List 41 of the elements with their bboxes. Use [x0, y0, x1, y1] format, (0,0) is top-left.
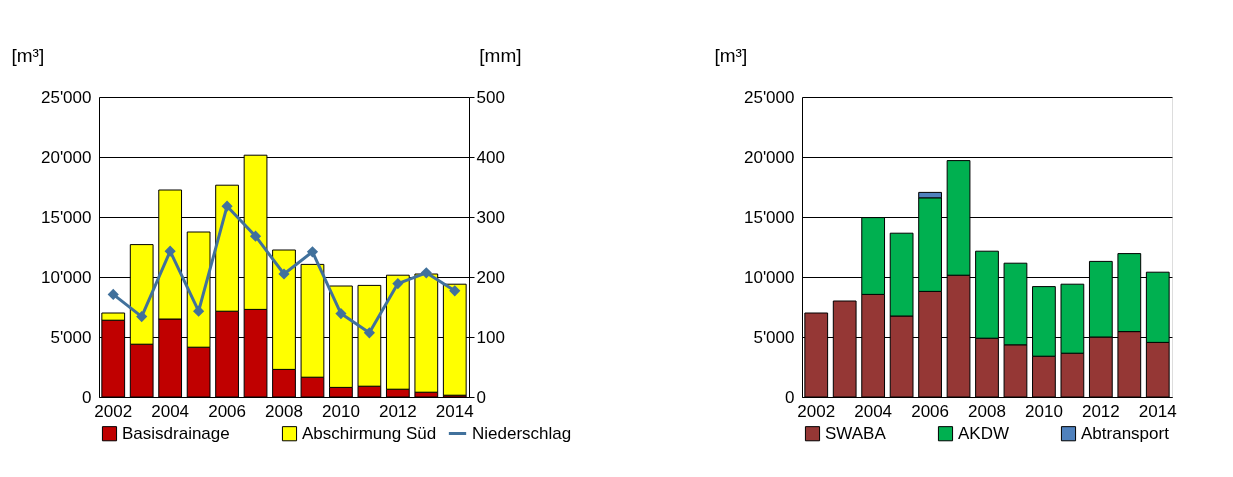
x-tick-label: 2006: [208, 401, 246, 421]
legend-label: Abtransport: [1081, 423, 1170, 443]
x-tick-label: 2004: [151, 401, 190, 421]
y-tick-label: 5'000: [753, 327, 795, 347]
y-tick-label: 5'000: [50, 327, 92, 347]
legend-label: Abschirmung Süd: [302, 423, 437, 443]
x-tick-label: 2014: [435, 401, 474, 421]
x-tick-label: 2008: [265, 401, 303, 421]
x-tick-label: 2014: [1138, 401, 1177, 421]
y-tick-label: 10'000: [40, 267, 92, 287]
legend-label: Basisdrainage: [122, 423, 230, 443]
legend-label: Niederschlag: [472, 423, 572, 443]
y2-tick-label: 0: [476, 387, 486, 407]
y2-tick-label: 500: [476, 87, 505, 107]
y-tick-label: 25'000: [40, 87, 92, 107]
y-tick-label: 15'000: [743, 207, 795, 227]
x-tick-label: 2010: [322, 401, 360, 421]
y-tick-label: 25'000: [743, 87, 795, 107]
y2-axis-title: [mm]: [479, 44, 522, 66]
x-tick-label: 2012: [378, 401, 417, 421]
x-tick-label: 2006: [911, 401, 949, 421]
x-tick-label: 2008: [968, 401, 1006, 421]
x-tick-label: 2002: [797, 401, 836, 421]
y-tick-label: 20'000: [743, 147, 795, 167]
y-tick-label: 15'000: [40, 207, 92, 227]
y-tick-label: 0: [785, 387, 795, 407]
y-tick-label: 0: [82, 387, 92, 407]
y-tick-label: 20'000: [40, 147, 92, 167]
x-tick-label: 2002: [94, 401, 133, 421]
y-axis-title: [m³]: [11, 44, 45, 66]
y2-tick-label: 400: [476, 147, 505, 167]
x-tick-label: 2012: [1081, 401, 1120, 421]
y2-tick-label: 300: [476, 207, 505, 227]
legend-label: AKDW: [958, 423, 1009, 443]
y2-tick-label: 100: [476, 327, 505, 347]
x-tick-label: 2004: [854, 401, 893, 421]
y2-tick-label: 200: [476, 267, 505, 287]
y-tick-label: 10'000: [743, 267, 795, 287]
x-tick-label: 2010: [1025, 401, 1063, 421]
legend-label: SWABA: [825, 423, 887, 443]
y-axis-title: [m³]: [714, 44, 748, 66]
